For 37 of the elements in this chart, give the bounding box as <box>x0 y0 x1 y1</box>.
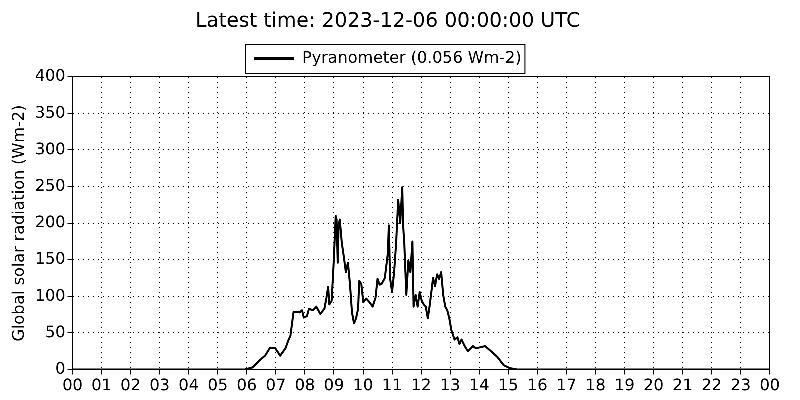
x-tick-label: 14 <box>469 376 490 395</box>
chart-title: Latest time: 2023-12-06 00:00:00 UTC <box>196 8 580 32</box>
y-tick-label: 0 <box>56 358 66 378</box>
x-tick-label: 15 <box>498 376 519 395</box>
x-tick-label: 06 <box>236 376 258 395</box>
x-tick-label: 21 <box>672 376 694 395</box>
x-tick-label: 09 <box>324 376 344 395</box>
x-tick-label: 04 <box>178 376 200 395</box>
x-tick-label: 20 <box>644 376 664 395</box>
y-tick-label: 100 <box>35 286 66 305</box>
y-tick-label: 50 <box>45 322 66 342</box>
y-tick-label: 250 <box>35 176 66 195</box>
x-tick-label: 10 <box>353 376 374 395</box>
x-tick-label: 16 <box>527 376 548 395</box>
x-tick-label: 18 <box>586 376 606 395</box>
x-tick-label: 12 <box>411 376 432 395</box>
y-tick-label: 150 <box>35 249 66 268</box>
y-tick-label: 350 <box>35 102 66 122</box>
x-tick-label: 17 <box>556 376 577 395</box>
x-tick-label: 19 <box>614 376 635 395</box>
x-tick-label: 03 <box>150 376 170 395</box>
x-tick-label: 05 <box>208 376 228 395</box>
x-tick-label: 22 <box>702 376 722 395</box>
legend-label: Pyranometer (0.056 Wm-2) <box>302 48 522 68</box>
x-tick-label: 00 <box>62 376 83 395</box>
x-tick-label: 23 <box>730 376 752 395</box>
y-tick-label: 300 <box>35 139 66 158</box>
y-axis-title: Global solar radiation (Wm-2) <box>8 105 28 342</box>
x-tick-label: 13 <box>440 376 461 395</box>
y-tick-label: 400 <box>35 66 66 86</box>
x-tick-label: 00 <box>760 376 780 395</box>
x-tick-label: 08 <box>294 376 316 395</box>
x-tick-label: 11 <box>382 376 402 395</box>
x-tick-label: 07 <box>266 376 286 395</box>
x-tick-label: 02 <box>120 376 142 395</box>
y-tick-label: 200 <box>35 212 66 232</box>
x-tick-label: 01 <box>92 376 112 395</box>
